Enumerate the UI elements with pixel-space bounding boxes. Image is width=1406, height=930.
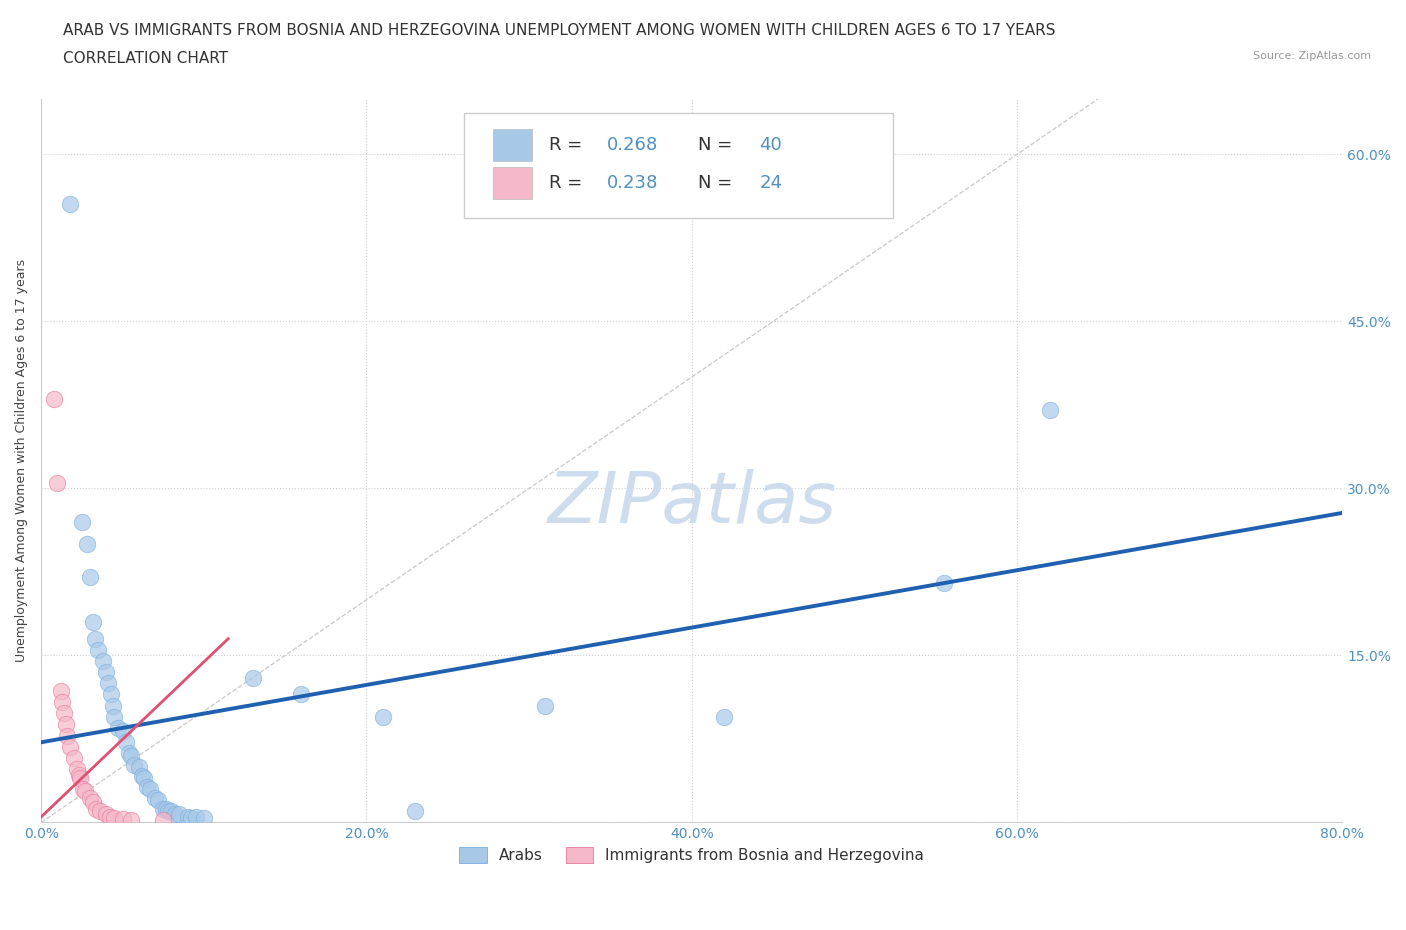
Text: CORRELATION CHART: CORRELATION CHART [63, 51, 228, 66]
Point [152, 813, 174, 828]
Point [290, 687, 312, 702]
Text: 0.268: 0.268 [607, 136, 658, 154]
Point [107, 721, 129, 736]
Point [101, 698, 124, 713]
Point [148, 792, 170, 807]
Point [176, 809, 198, 824]
Text: 40: 40 [759, 136, 782, 154]
FancyBboxPatch shape [464, 113, 893, 219]
Point [87, 643, 110, 658]
Point [1038, 403, 1060, 418]
Point [97, 676, 120, 691]
FancyBboxPatch shape [492, 129, 531, 161]
Point [163, 806, 186, 821]
Point [111, 724, 134, 738]
Point [160, 804, 183, 818]
Point [76, 537, 98, 551]
Point [180, 811, 202, 826]
Point [128, 759, 150, 774]
Point [82, 615, 104, 630]
Point [114, 735, 136, 750]
Point [155, 802, 177, 817]
Point [139, 781, 162, 796]
Text: ARAB VS IMMIGRANTS FROM BOSNIA AND HERZEGOVINA UNEMPLOYMENT AMONG WOMEN WITH CHI: ARAB VS IMMIGRANTS FROM BOSNIA AND HERZE… [63, 23, 1056, 38]
Point [86, 802, 108, 817]
Point [55, 717, 77, 732]
Point [193, 811, 215, 826]
Text: R =: R = [548, 136, 588, 154]
Point [49, 684, 72, 698]
Point [70, 514, 93, 529]
Point [56, 728, 79, 743]
Point [143, 790, 166, 805]
Point [96, 806, 118, 821]
Legend: Arabs, Immigrants from Bosnia and Herzegovina: Arabs, Immigrants from Bosnia and Herzeg… [453, 841, 931, 869]
Point [46, 475, 69, 490]
Point [169, 806, 191, 821]
Point [131, 768, 153, 783]
Point [67, 767, 90, 782]
Point [75, 784, 97, 799]
Point [103, 710, 125, 724]
Point [713, 710, 735, 724]
Point [51, 695, 73, 710]
Point [111, 812, 134, 827]
Point [98, 809, 121, 824]
Point [91, 654, 114, 669]
Point [932, 576, 955, 591]
Point [72, 781, 94, 796]
Point [120, 749, 142, 764]
Text: 0.238: 0.238 [607, 175, 658, 193]
Point [120, 813, 142, 828]
Point [62, 751, 84, 765]
Text: ZIPatlas: ZIPatlas [547, 470, 837, 538]
Point [132, 770, 155, 785]
Point [122, 757, 145, 772]
Point [96, 665, 118, 680]
Point [79, 790, 101, 805]
Text: 24: 24 [759, 175, 782, 193]
Point [69, 770, 91, 785]
Point [184, 809, 207, 824]
Text: Source: ZipAtlas.com: Source: ZipAtlas.com [1253, 51, 1371, 61]
Point [66, 762, 89, 777]
Point [52, 706, 75, 721]
Point [89, 804, 111, 818]
Point [152, 802, 174, 817]
Point [103, 811, 125, 826]
Point [83, 631, 105, 646]
Point [135, 779, 157, 794]
Point [534, 698, 557, 713]
Point [59, 197, 82, 212]
Y-axis label: Unemployment Among Women with Children Ages 6 to 17 years: Unemployment Among Women with Children A… [15, 259, 28, 662]
Text: N =: N = [699, 136, 738, 154]
Point [82, 795, 104, 810]
Point [79, 570, 101, 585]
Text: N =: N = [699, 175, 738, 193]
Point [59, 739, 82, 754]
Point [118, 746, 141, 761]
Point [404, 804, 426, 818]
FancyBboxPatch shape [492, 167, 531, 199]
Point [44, 392, 66, 406]
Point [100, 687, 122, 702]
Point [371, 710, 394, 724]
Point [242, 671, 264, 685]
Text: R =: R = [548, 175, 588, 193]
Point [157, 804, 180, 818]
